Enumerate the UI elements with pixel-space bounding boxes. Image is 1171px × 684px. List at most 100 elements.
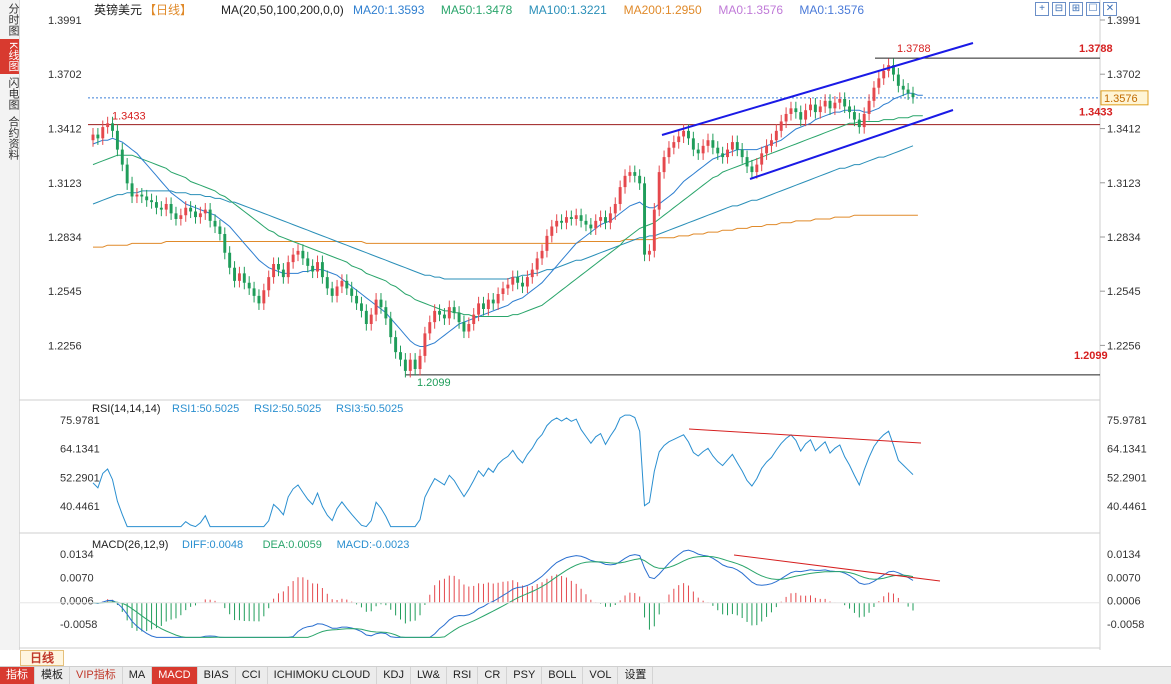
price-tick-label-left: 1.3123 bbox=[48, 178, 82, 190]
price-tick-label: 1.3702 bbox=[1107, 69, 1141, 81]
sidebar-tab-0[interactable]: 分时图 bbox=[7, 3, 19, 36]
candle-body bbox=[233, 267, 237, 281]
rsi-tick-label: 40.4461 bbox=[1107, 501, 1147, 513]
macd-value-0: DIFF:0.0048 bbox=[182, 539, 243, 551]
candle-body bbox=[438, 310, 442, 315]
candle-body bbox=[394, 337, 398, 353]
price-tick-label: 1.2545 bbox=[1107, 286, 1141, 298]
candle-body bbox=[799, 112, 803, 120]
price-tick-label: 1.3412 bbox=[1107, 124, 1141, 136]
indicator-tab-3[interactable]: MA bbox=[123, 667, 153, 684]
channel-lower-line bbox=[749, 109, 954, 180]
sidebar-tab-3[interactable]: 合约资料 bbox=[7, 116, 19, 161]
ma-params: MA(20,50,100,200,0,0) bbox=[221, 3, 344, 17]
high-label: 1.3788 bbox=[897, 43, 931, 55]
candle-body bbox=[96, 134, 100, 139]
window-icon[interactable]: ☐ bbox=[1086, 2, 1100, 16]
indicator-tab-14[interactable]: VOL bbox=[583, 667, 619, 684]
candle-body bbox=[633, 172, 637, 176]
candle-body bbox=[818, 106, 822, 113]
candle-body bbox=[320, 262, 324, 278]
candle-body bbox=[311, 265, 315, 272]
zoom-out-icon[interactable]: ⊟ bbox=[1052, 2, 1066, 16]
candle-body bbox=[262, 290, 266, 304]
candle-body bbox=[330, 288, 334, 296]
candle-body bbox=[604, 217, 607, 223]
candle-body bbox=[145, 196, 149, 201]
candle-body bbox=[252, 288, 256, 296]
candle-body bbox=[345, 280, 349, 289]
candle-body bbox=[291, 254, 295, 263]
candle-body bbox=[769, 140, 773, 146]
indicator-tab-6[interactable]: CCI bbox=[236, 667, 268, 684]
candle-body bbox=[652, 209, 656, 251]
candle-body bbox=[369, 314, 373, 325]
candle-body bbox=[848, 106, 852, 113]
candle-body bbox=[325, 277, 329, 289]
candle-body bbox=[628, 172, 632, 176]
rsi-tick-label-left: 40.4461 bbox=[60, 501, 100, 513]
candle-body bbox=[804, 110, 808, 120]
indicator-tab-10[interactable]: RSI bbox=[447, 667, 479, 684]
rsi-value-0: RSI1:50.5025 bbox=[172, 403, 239, 415]
candle-body bbox=[413, 359, 417, 370]
indicator-tab-15[interactable]: 设置 bbox=[618, 667, 654, 684]
candle-body bbox=[306, 258, 310, 266]
low-label: 1.2099 bbox=[417, 377, 451, 389]
indicator-tab-8[interactable]: KDJ bbox=[377, 667, 411, 684]
price-tick-label-left: 1.3702 bbox=[48, 69, 82, 81]
candle-body bbox=[672, 142, 676, 148]
candle-body bbox=[560, 220, 564, 223]
candle-body bbox=[574, 215, 578, 219]
candle-body bbox=[442, 314, 446, 319]
candle-body bbox=[150, 200, 154, 203]
sidebar-tab-2[interactable]: 闪电图 bbox=[7, 77, 19, 111]
candle-body bbox=[877, 78, 881, 88]
indicator-tab-7[interactable]: ICHIMOKU CLOUD bbox=[268, 667, 378, 684]
candle-body bbox=[760, 153, 764, 165]
candle-body bbox=[140, 194, 144, 197]
candle-body bbox=[511, 277, 515, 285]
indicator-tab-11[interactable]: CR bbox=[478, 667, 508, 684]
indicator-tab-1[interactable]: 模板 bbox=[35, 667, 70, 684]
candle-body bbox=[613, 203, 617, 214]
candle-body bbox=[228, 252, 232, 268]
candle-body bbox=[164, 203, 168, 210]
candle-body bbox=[833, 102, 837, 109]
indicator-tab-13[interactable]: BOLL bbox=[542, 667, 584, 684]
indicator-tab-2[interactable]: VIP指标 bbox=[70, 667, 123, 684]
candle-body bbox=[389, 318, 393, 338]
candle-body bbox=[882, 70, 886, 79]
candle-body bbox=[350, 288, 354, 296]
indicator-tab-4[interactable]: MACD bbox=[152, 667, 198, 684]
period-chip[interactable]: 日线 bbox=[20, 650, 64, 666]
close-icon[interactable]: ✕ bbox=[1103, 2, 1117, 16]
candle-body bbox=[452, 307, 456, 313]
zoom-in-icon[interactable]: ⊞ bbox=[1069, 2, 1083, 16]
indicator-tab-0[interactable]: 指标 bbox=[0, 667, 35, 684]
candle-body bbox=[521, 282, 524, 287]
low-label-right: 1.2099 bbox=[1074, 350, 1108, 362]
candle-body bbox=[486, 299, 490, 310]
candle-body bbox=[106, 123, 110, 128]
candle-body bbox=[618, 187, 622, 204]
candle-body bbox=[564, 217, 568, 223]
candle-body bbox=[784, 113, 788, 122]
candle-body bbox=[477, 303, 481, 315]
price-tick-label-left: 1.3991 bbox=[48, 15, 82, 27]
candle-body bbox=[447, 307, 451, 319]
indicator-tab-5[interactable]: BIAS bbox=[198, 667, 236, 684]
candle-body bbox=[852, 112, 856, 120]
candle-body bbox=[120, 149, 124, 165]
candle-body bbox=[115, 130, 119, 150]
candle-body bbox=[379, 299, 383, 308]
candle-body bbox=[257, 295, 261, 304]
candle-body bbox=[608, 213, 612, 223]
candle-body bbox=[662, 157, 666, 173]
candle-body bbox=[154, 202, 158, 208]
crosshair-icon[interactable]: + bbox=[1035, 2, 1049, 16]
indicator-tab-9[interactable]: LW& bbox=[411, 667, 448, 684]
indicator-tab-12[interactable]: PSY bbox=[507, 667, 543, 684]
candle-body bbox=[813, 104, 817, 113]
sidebar-tab-1[interactable]: K线图 bbox=[0, 39, 19, 75]
